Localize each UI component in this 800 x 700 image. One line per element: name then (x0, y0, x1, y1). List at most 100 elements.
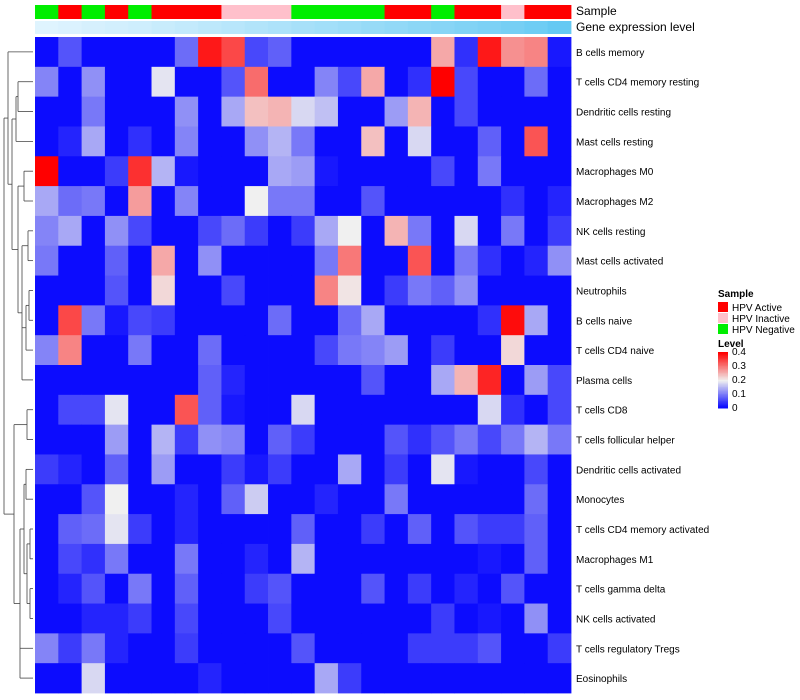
row-label: T cells CD8 (576, 406, 628, 417)
heatmap-cell (58, 603, 83, 634)
expression-annotation-cell (361, 21, 385, 34)
heatmap-cell (477, 37, 502, 68)
heatmap-cell (174, 514, 199, 545)
heatmap-cell (104, 603, 129, 634)
heatmap-cell (384, 424, 409, 455)
heatmap-cell (524, 603, 549, 634)
heatmap-cell (35, 215, 59, 247)
expression-annotation-cell (244, 21, 269, 34)
heatmap-cell (314, 484, 339, 515)
heatmap-cell (198, 633, 222, 664)
heatmap-cell (198, 573, 222, 604)
level-legend-tick-label: 0 (732, 403, 738, 414)
expression-annotation-cell (501, 21, 525, 34)
heatmap-cell (151, 663, 176, 694)
heatmap-cell (81, 37, 106, 68)
heatmap-cell (58, 484, 83, 515)
heatmap-cell (174, 663, 199, 694)
heatmap-cell (547, 514, 572, 545)
heatmap-cell (221, 156, 246, 187)
heatmap-cell (151, 335, 176, 366)
heatmap-cell (431, 126, 455, 157)
heatmap-cell (198, 484, 222, 515)
heatmap-cell (337, 365, 362, 396)
heatmap-cell (337, 514, 362, 545)
heatmap-cell (431, 275, 455, 306)
heatmap-cell (547, 335, 572, 366)
heatmap-cell (314, 514, 339, 545)
expression-annotation-cell (128, 21, 152, 34)
heatmap-cell (128, 66, 152, 98)
heatmap-cell (384, 96, 409, 127)
level-legend-gradient (718, 374, 728, 377)
heatmap-cell (151, 394, 176, 426)
heatmap-cell (361, 335, 385, 366)
heatmap-cell (361, 245, 385, 276)
heatmap-cell (337, 37, 362, 68)
heatmap-cell (291, 394, 316, 426)
row-labels: B cells memory T cells CD4 memory resting… (576, 48, 709, 685)
heatmap-cell (81, 305, 106, 336)
level-legend-gradient (718, 377, 728, 380)
heatmap-cell (198, 603, 222, 634)
heatmap-cell (501, 275, 525, 306)
sample-annotation-cell (361, 5, 385, 19)
heatmap-cell (477, 454, 502, 485)
heatmap-cell (547, 663, 572, 694)
heatmap-cell (58, 365, 83, 396)
heatmap-cell (174, 305, 199, 336)
heatmap-cell (337, 603, 362, 634)
level-legend-gradient (718, 375, 728, 378)
annotation-bars (35, 5, 572, 34)
row-label: T cells follicular helper (576, 436, 675, 447)
heatmap-cell (128, 573, 152, 604)
heatmap-cell (268, 573, 292, 604)
heatmap-cell (244, 454, 269, 485)
heatmap-cell (151, 514, 176, 545)
heatmap-cell (151, 365, 176, 396)
heatmap-cell (128, 186, 152, 217)
heatmap-cell (384, 394, 409, 426)
heatmap-cell (35, 186, 59, 217)
level-legend-gradient (718, 356, 728, 359)
heatmap-cell (221, 365, 246, 396)
heatmap-cell (501, 543, 525, 575)
sample-annotation-cell (58, 5, 83, 19)
heatmap-cell (35, 96, 59, 127)
heatmap-cell (314, 573, 339, 604)
heatmap-cell (35, 156, 59, 187)
heatmap-cell (151, 454, 176, 485)
heatmap-cell (81, 454, 106, 485)
heatmap-cell (407, 633, 432, 664)
heatmap-cell (361, 365, 385, 396)
heatmap-cell (524, 454, 549, 485)
heatmap-cell (198, 215, 222, 247)
heatmap-cell (407, 126, 432, 157)
heatmap-cell (454, 603, 479, 634)
heatmap-cell (35, 633, 59, 664)
level-legend-gradient (718, 406, 728, 409)
heatmap-cell (104, 305, 129, 336)
heatmap-cell (477, 245, 502, 276)
heatmap-cell (128, 454, 152, 485)
heatmap-cell (81, 365, 106, 396)
heatmap-cell (291, 603, 316, 634)
heatmap-cell (454, 573, 479, 604)
row-label: Macrophages M2 (576, 197, 654, 208)
heatmap-cell (128, 394, 152, 426)
heatmap-cell (104, 514, 129, 545)
heatmap-cell (407, 484, 432, 515)
row-label: T cells gamma delta (576, 585, 666, 596)
heatmap-cell (337, 245, 362, 276)
heatmap-cell (151, 633, 176, 664)
heatmap-cell (81, 215, 106, 247)
heatmap-cell (477, 484, 502, 515)
heatmap-cell (407, 573, 432, 604)
heatmap-cell (454, 275, 479, 306)
heatmap-cell (81, 394, 106, 426)
heatmap-cell (407, 156, 432, 187)
heatmap-cell (431, 96, 455, 127)
heatmap-cell (361, 66, 385, 98)
heatmap-cell (244, 394, 269, 426)
